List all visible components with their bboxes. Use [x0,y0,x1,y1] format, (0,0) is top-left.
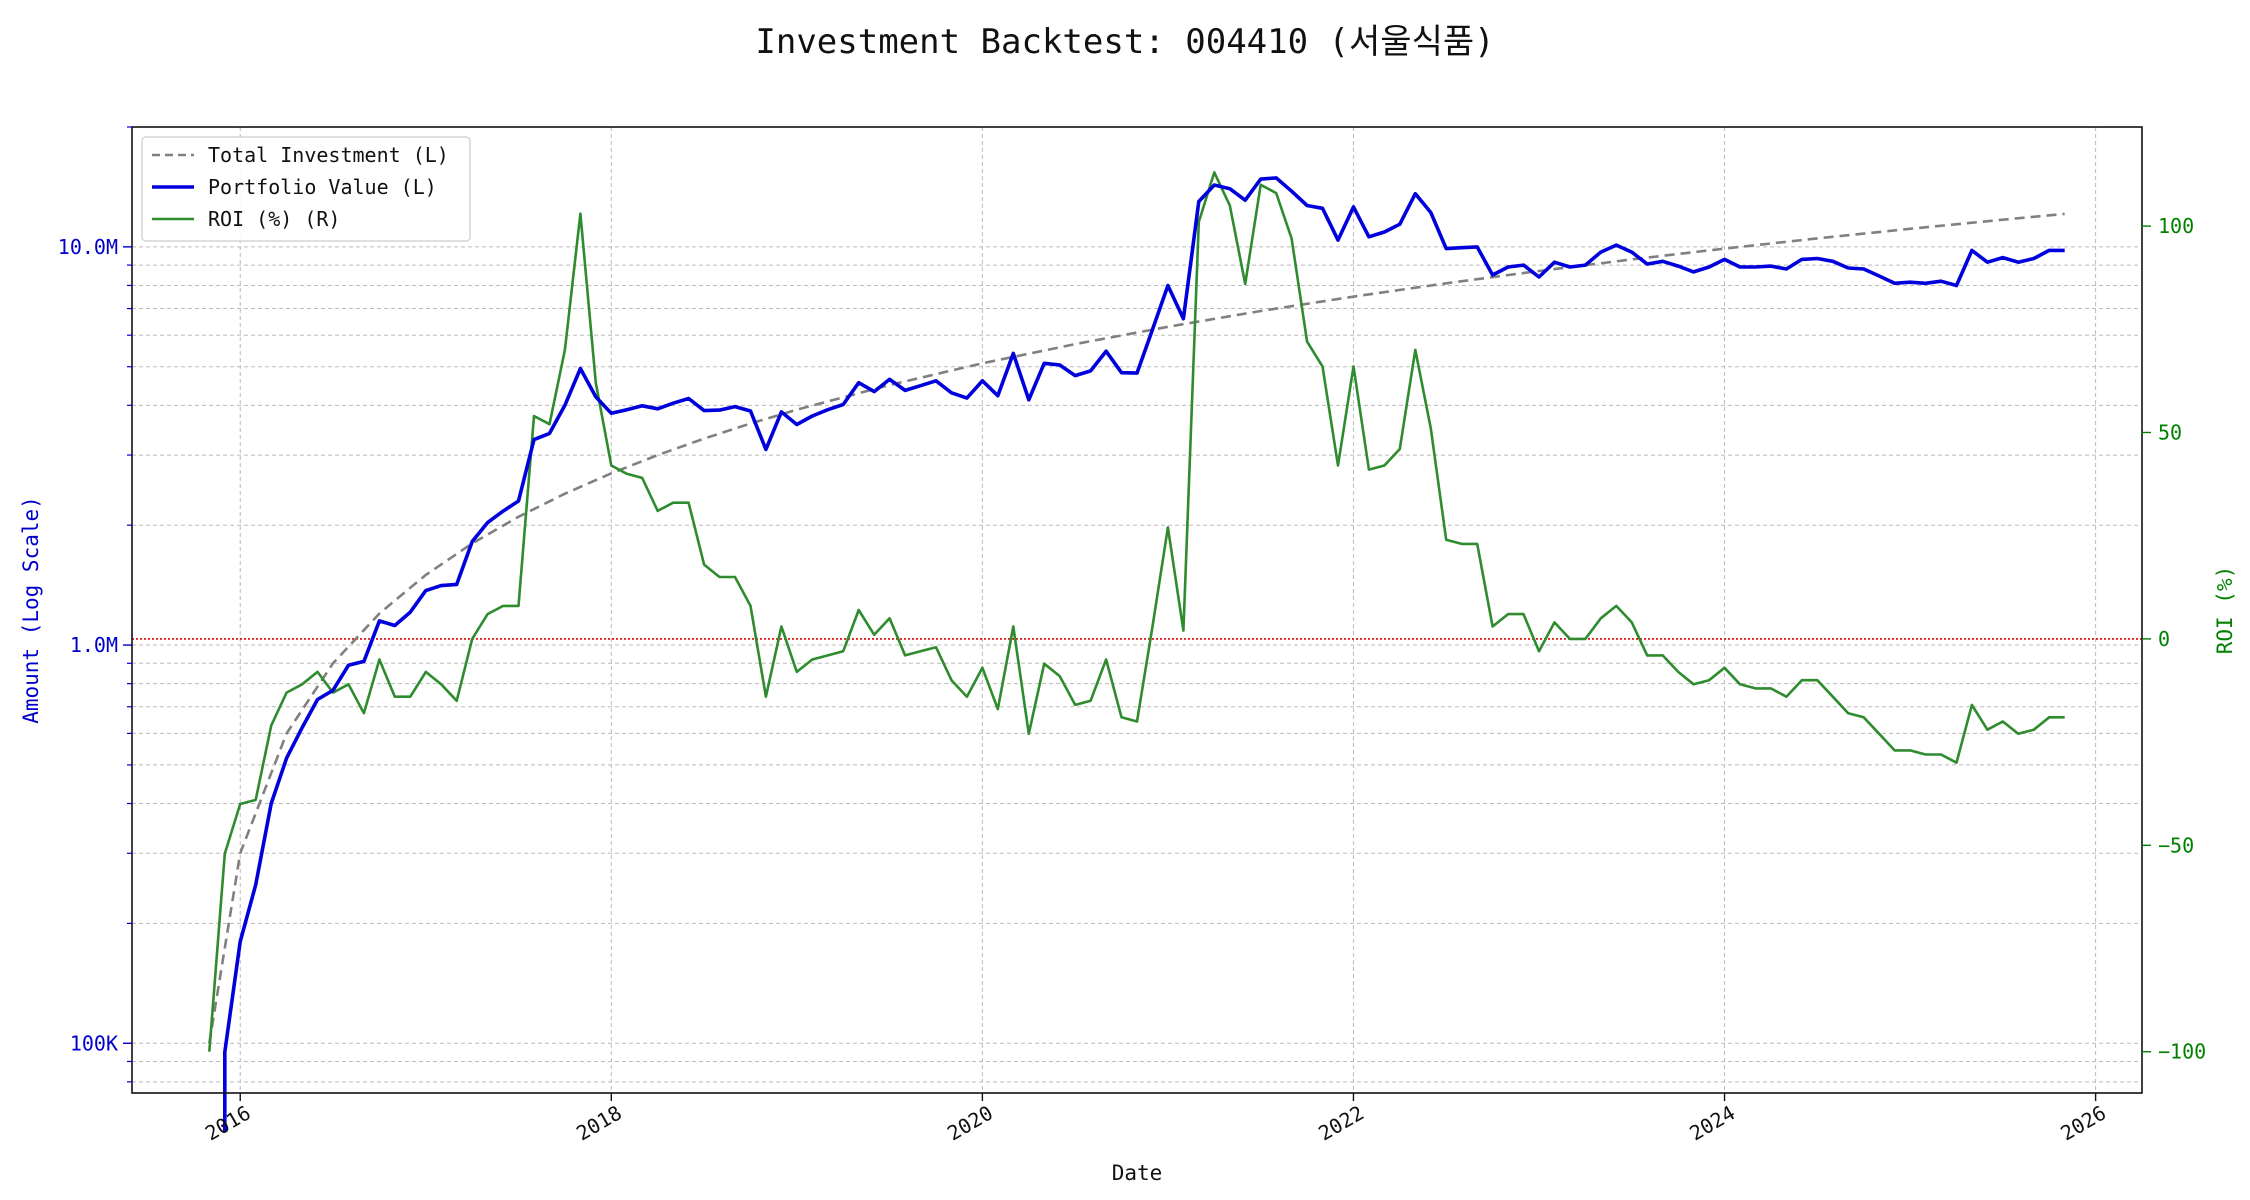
x-axis-label: Date [1112,1161,1163,1185]
x-tick-label: 2016 [201,1101,255,1146]
grid [132,126,2142,1093]
right-tick-label: 0 [2158,627,2170,651]
x-tick-label: 2020 [943,1101,997,1146]
left-axis-label: Amount (Log Scale) [19,496,43,724]
legend-label-total-investment: Total Investment (L) [208,143,449,167]
left-tick-label: 10.0M [58,235,118,259]
left-axis: 100K 1.0M 10.0M [58,126,132,1083]
right-tick-label: −100 [2158,1040,2206,1064]
x-axis: 2016 2018 2020 2022 2024 2026 [201,1093,2110,1145]
left-tick-label: 100K [70,1031,118,1055]
x-tick-label: 2026 [2056,1101,2110,1146]
chart-title: Investment Backtest: 004410 (서울식품) [755,22,1495,62]
legend-label-roi: ROI (%) (R) [208,207,340,231]
series-line-roi [208,171,2065,1052]
x-tick-label: 2024 [1685,1101,1739,1146]
legend-box [141,136,471,242]
x-tick-label: 2022 [1314,1101,1368,1146]
right-axis: −100 −50 0 50 100 [2142,214,2206,1064]
right-tick-label: 50 [2158,420,2182,444]
x-tick-label: 2018 [572,1101,626,1146]
series-line-total-investment [208,212,2065,1044]
series-line-portfolio-value [223,176,2065,1132]
right-tick-label: 100 [2158,214,2194,238]
right-tick-label: −50 [2158,833,2194,857]
left-tick-label: 1.0M [70,633,118,657]
legend-label-portfolio-value: Portfolio Value (L) [208,175,437,199]
right-axis-label: ROI (%) [2213,566,2237,655]
series-layer [208,171,2065,1132]
plot-frame [131,126,2143,1094]
legend: Total Investment (L) Portfolio Value (L)… [141,136,471,242]
